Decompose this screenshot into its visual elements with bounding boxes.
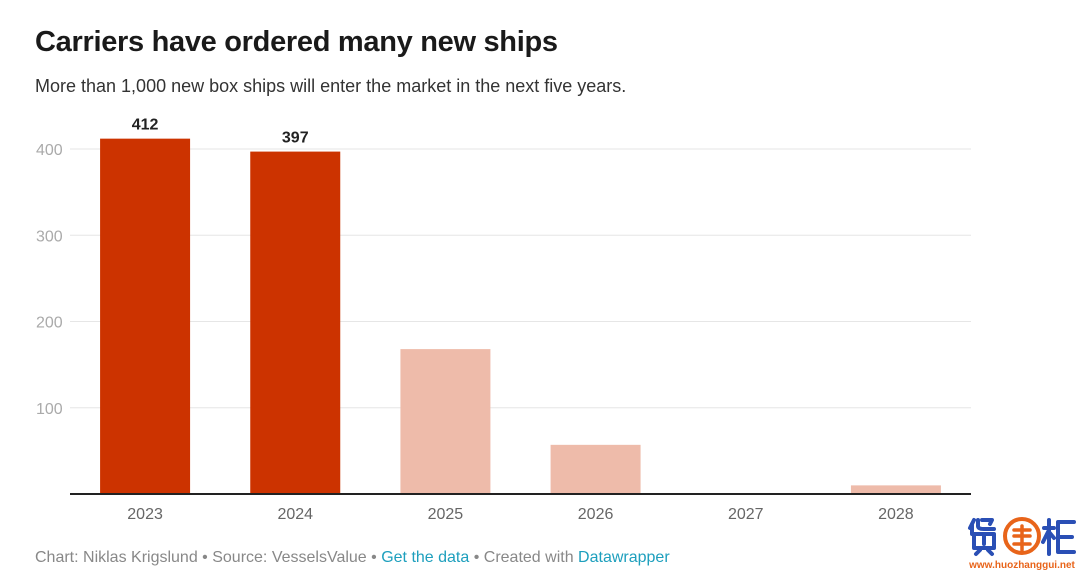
- bar-2026: [550, 444, 641, 494]
- data-label-2024: 397: [282, 130, 309, 147]
- bars: [100, 138, 941, 494]
- logo-glyphs: [968, 517, 1076, 556]
- y-tick-label: 300: [36, 228, 63, 245]
- x-tick-label: 2026: [578, 506, 614, 523]
- footer-credit: Chart: Niklas Krigslund: [35, 549, 198, 566]
- chart-title: Carriers have ordered many new ships: [35, 26, 558, 58]
- chart-footer: Chart: Niklas Krigslund • Source: Vessel…: [35, 549, 670, 567]
- bar-2025: [400, 349, 491, 494]
- grid-lines: [70, 148, 971, 409]
- bar-2028: [850, 485, 941, 494]
- x-tick-label: 2024: [277, 506, 313, 523]
- bar-2023: [100, 138, 191, 494]
- x-tick-label: 2025: [428, 506, 464, 523]
- x-tick-label: 2023: [127, 506, 163, 523]
- x-tick-label: 2027: [728, 506, 764, 523]
- logo-url: www.huozhanggui.net: [968, 560, 1075, 571]
- get-the-data-link[interactable]: Get the data: [381, 549, 470, 566]
- y-tick-label: 400: [36, 142, 63, 159]
- x-tick-label: 2028: [878, 506, 914, 523]
- y-axis-ticks: 100 200 300 400: [36, 142, 63, 418]
- y-tick-label: 200: [36, 315, 63, 332]
- datawrapper-link[interactable]: Datawrapper: [578, 549, 670, 566]
- footer-source: Source: VesselsValue: [212, 549, 367, 566]
- footer-separator: •: [469, 549, 484, 566]
- y-tick-label: 100: [36, 401, 63, 418]
- bar-chart: 100 200 300 400 412 397 2023 2024 2025 2026 2027…: [36, 117, 971, 523]
- footer-separator: •: [366, 549, 382, 566]
- x-axis-ticks: 2023 2024 2025 2026 2027 2028: [127, 506, 914, 523]
- footer-separator: •: [197, 549, 213, 566]
- data-label-2023: 412: [132, 117, 159, 134]
- huozhanggui-logo: www.huozhanggui.net: [968, 517, 1076, 571]
- data-labels: 412 397: [132, 117, 309, 147]
- footer-created-with: Created with: [483, 549, 574, 566]
- bar-2024: [250, 151, 341, 494]
- chart-subtitle: More than 1,000 new box ships will enter…: [35, 76, 627, 96]
